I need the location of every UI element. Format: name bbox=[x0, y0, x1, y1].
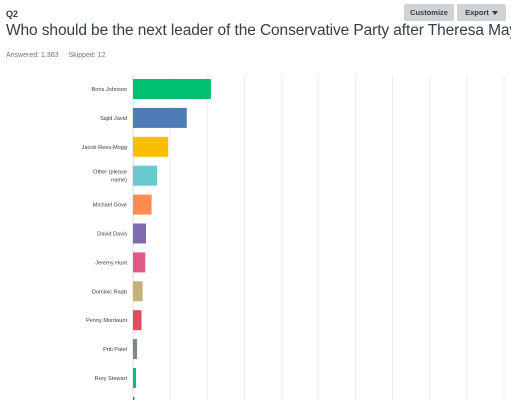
bar bbox=[133, 368, 136, 388]
bar bbox=[133, 165, 158, 186]
category-label: Other (please bbox=[93, 170, 127, 176]
category-label: Sajid Javid bbox=[100, 116, 127, 122]
customize-button[interactable]: Customize bbox=[404, 4, 454, 21]
category-label: Priti Patel bbox=[103, 347, 127, 353]
question-number: Q2 bbox=[6, 9, 19, 19]
bar bbox=[133, 310, 142, 331]
bar bbox=[133, 79, 211, 99]
bar bbox=[133, 281, 143, 302]
bar bbox=[133, 107, 187, 128]
customize-button-label: Customize bbox=[410, 8, 448, 17]
category-label: Jacob Rees-Mogg bbox=[82, 145, 127, 151]
answered-count: Answered: 1,363 bbox=[6, 52, 59, 59]
skipped-count: Skipped: 12 bbox=[68, 52, 106, 59]
category-label: Rory Stewart bbox=[95, 376, 128, 382]
category-label: Jeremy Hunt bbox=[95, 260, 127, 266]
bar bbox=[133, 339, 138, 360]
export-button[interactable]: Export bbox=[457, 4, 506, 21]
category-label: name) bbox=[111, 178, 127, 184]
bar-partial bbox=[133, 396, 135, 400]
bar bbox=[133, 194, 152, 215]
category-label: David Davis bbox=[97, 232, 127, 238]
response-stats: Answered: 1,363 Skipped: 12 bbox=[6, 52, 113, 59]
chevron-down-icon bbox=[491, 10, 498, 15]
category-label: Boris Johnson bbox=[92, 87, 127, 93]
category-label: Penny Mordaunt bbox=[86, 318, 127, 324]
export-button-label: Export bbox=[465, 8, 489, 17]
question-title: Who should be the next leader of the Con… bbox=[6, 22, 511, 39]
bar bbox=[133, 252, 146, 273]
bar bbox=[133, 136, 169, 157]
category-label: Dominic Raab bbox=[92, 289, 127, 295]
bar bbox=[133, 223, 146, 244]
category-label: Michael Gove bbox=[93, 203, 127, 209]
